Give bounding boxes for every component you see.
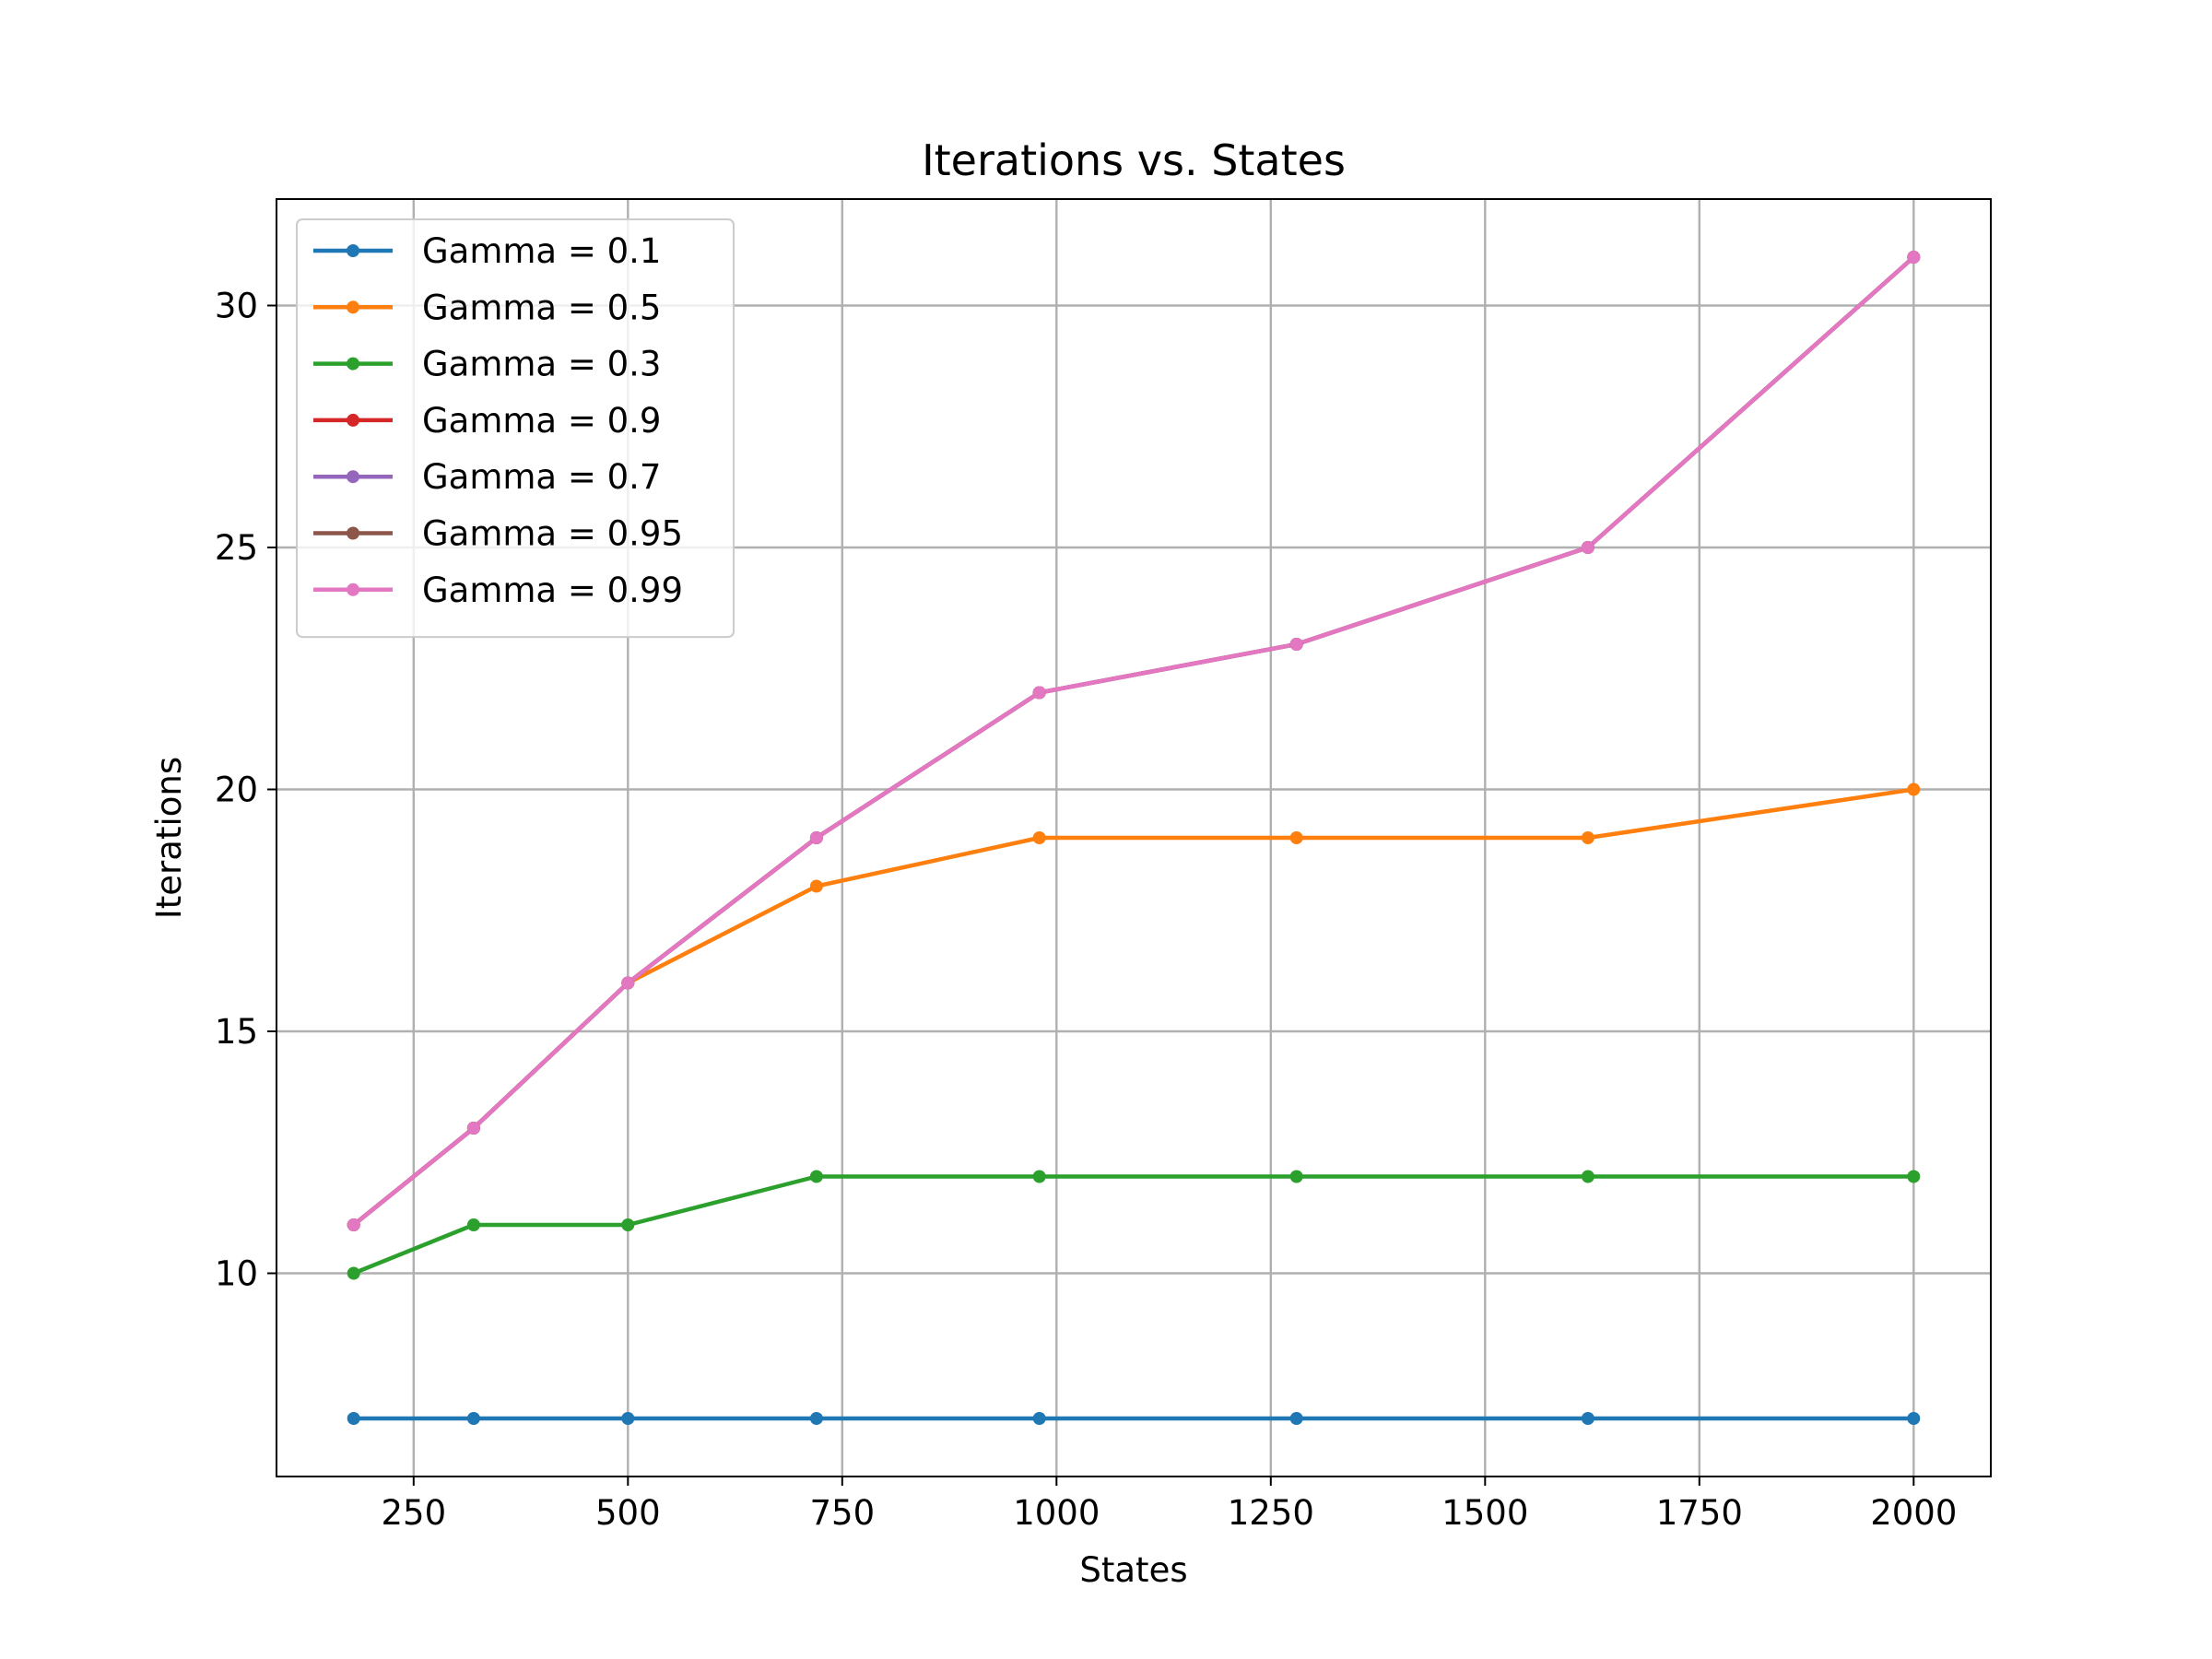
legend-swatch-marker [347,470,359,484]
x-axis-ticks: 250 500 750 1000 1250 1500 1750 2000 [381,1477,1957,1533]
y-tick-label: 10 [215,1254,258,1294]
y-axis-title: Iterations [149,757,189,919]
data-point [1907,782,1921,796]
legend-label: Gamma = 0.3 [422,345,661,384]
legend-label: Gamma = 0.9 [422,401,661,441]
data-point [1907,251,1921,264]
legend-swatch-marker [347,300,359,314]
series-points [347,1170,1921,1280]
data-point [621,1218,635,1231]
data-point [809,879,823,893]
y-tick-label: 25 [215,528,258,568]
legend-box [296,218,735,639]
data-point [1289,638,1303,651]
legend-label: Gamma = 0.1 [422,231,661,271]
y-tick-label: 30 [215,287,258,326]
x-axis-title: States [1079,1550,1187,1590]
series-line [350,1174,1916,1277]
y-tick-label: 20 [215,771,258,810]
data-point [621,976,635,990]
x-tick-label: 1250 [1228,1493,1314,1533]
x-tick-label: 500 [595,1493,661,1533]
x-tick-label: 1750 [1656,1493,1743,1533]
x-tick-label: 250 [381,1493,446,1533]
data-point [1289,1412,1303,1425]
data-point [809,1412,823,1425]
series-line [350,253,1917,1229]
series-lines [350,253,1917,1421]
data-point [466,1122,480,1135]
x-tick-label: 2000 [1870,1493,1957,1533]
data-point [1289,1170,1303,1183]
data-point [1032,831,1046,844]
legend-swatch-marker [347,357,359,371]
data-point [1907,1170,1921,1183]
data-point [1032,686,1046,700]
legend: Gamma = 0.1 Gamma = 0.5 Gamma = 0.3 Gamma =… [296,218,735,639]
plot-frame [276,198,1992,1477]
data-point [1032,1412,1046,1425]
chart-title: Iterations vs. States [922,135,1346,185]
legend-label: Gamma = 0.5 [422,288,661,327]
legend-swatch-marker [347,582,359,596]
legend-label: Gamma = 0.99 [422,571,683,610]
data-point [347,1266,360,1280]
y-tick-label: 15 [215,1012,258,1052]
data-point [466,1218,480,1231]
data-point [466,1412,480,1425]
legend-label: Gamma = 0.95 [422,514,683,554]
x-tick-label: 1000 [1013,1493,1100,1533]
legend-swatch-marker [347,413,359,427]
legend-swatch-marker [347,244,359,257]
legend-label: Gamma = 0.7 [422,457,661,497]
legend-swatch-marker [347,526,359,540]
series-points [347,251,1921,1231]
data-point [809,1170,823,1183]
y-axis-ticks: 10 15 20 25 30 [215,287,276,1294]
series-markers [347,251,1921,1425]
series-points [347,1412,1921,1425]
data-point [1581,1170,1594,1183]
data-point [621,1412,635,1425]
data-point [1032,1170,1046,1183]
data-point [347,1412,360,1425]
x-tick-label: 750 [809,1493,875,1533]
data-point [347,1218,360,1231]
data-point [1907,1412,1921,1425]
data-point [1581,541,1594,554]
data-point [809,831,823,844]
data-point [1581,1412,1594,1425]
x-tick-label: 1500 [1441,1493,1528,1533]
data-point [1581,831,1594,844]
data-point [1289,831,1303,844]
